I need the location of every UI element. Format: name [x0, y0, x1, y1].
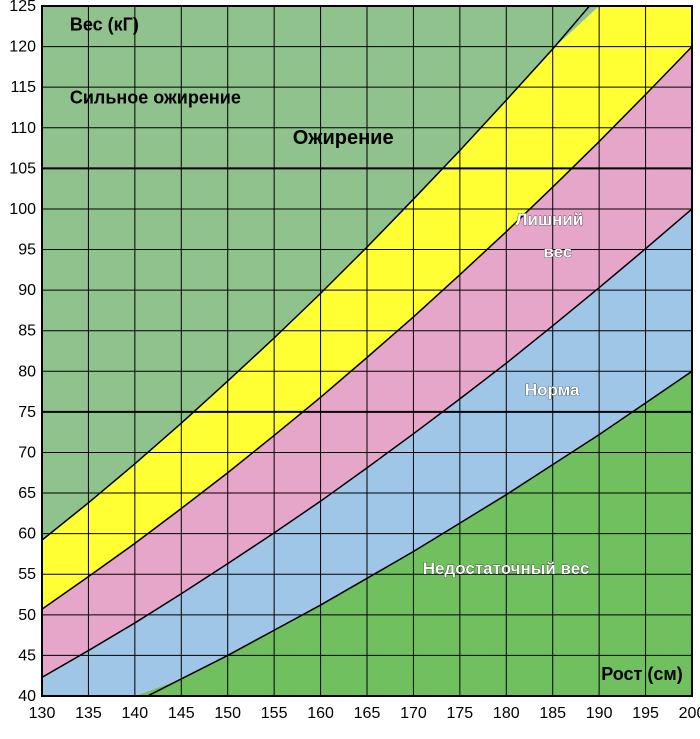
y-tick: 40: [18, 688, 36, 705]
x-axis-label: Рост (см): [601, 664, 682, 684]
x-tick: 150: [214, 705, 241, 722]
zone-label-overweight-2: вес: [543, 243, 572, 262]
x-tick: 160: [307, 705, 334, 722]
x-tick: 135: [75, 705, 102, 722]
y-tick: 100: [9, 201, 36, 218]
bmi-chart: 40 45 50 55 60 65 70 75 80 85 90 95 100 105 110 115 120 1…: [0, 0, 700, 739]
x-tick: 200: [679, 705, 700, 722]
y-tick: 55: [18, 566, 36, 583]
y-tick: 45: [18, 647, 36, 664]
x-tick: 130: [29, 705, 56, 722]
y-axis-label: Вес (кГ): [70, 14, 139, 34]
y-tick: 110: [10, 120, 36, 137]
x-tick: 185: [539, 705, 566, 722]
x-tick: 175: [447, 705, 474, 722]
x-tick: 190: [586, 705, 613, 722]
x-tick: 170: [400, 705, 427, 722]
x-tick: 140: [122, 705, 149, 722]
zone-label-normal: Норма: [525, 381, 580, 400]
y-tick: 85: [18, 323, 36, 340]
x-tick: 180: [493, 705, 520, 722]
y-tick: 70: [18, 444, 36, 461]
y-tick: 95: [18, 242, 36, 259]
y-tick: 75: [18, 404, 36, 421]
y-tick: 125: [9, 0, 36, 15]
zone-label-overweight: Лишний: [516, 210, 584, 229]
y-tick: 90: [18, 282, 36, 299]
y-tick: 120: [9, 39, 36, 56]
x-tick: 145: [168, 705, 195, 722]
y-tick: 50: [18, 607, 36, 624]
x-tick: 195: [632, 705, 659, 722]
zone-label-underweight: Недостаточный вес: [423, 559, 590, 578]
zone-label-severe_obesity: Сильное ожирение: [70, 87, 241, 107]
y-tick: 80: [18, 363, 36, 380]
y-tick: 105: [9, 160, 36, 177]
x-tick: 155: [261, 705, 288, 722]
zone-label-obesity: Ожирение: [293, 127, 394, 149]
x-tick: 165: [354, 705, 381, 722]
y-tick: 65: [18, 485, 36, 502]
y-tick: 115: [10, 79, 36, 96]
y-tick: 60: [18, 526, 36, 543]
